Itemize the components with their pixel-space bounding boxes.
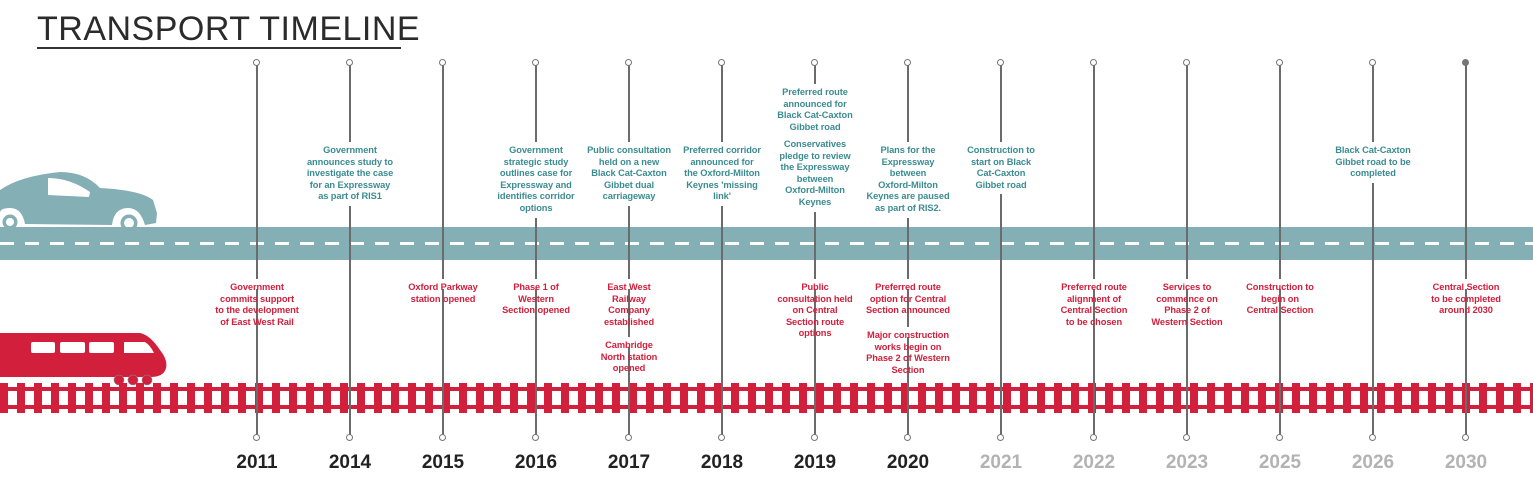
road-milestone-2026: Black Cat-Caxton Gibbet road to be compl… — [1325, 142, 1421, 183]
timeline-line-2011 — [256, 62, 258, 438]
timeline-line-2023 — [1186, 62, 1188, 438]
timeline-dot-bottom — [1369, 434, 1377, 441]
road-milestone-2019: Preferred route announced for Black Cat-… — [767, 84, 863, 137]
rail-milestone-2017: East West Railway Company established — [581, 279, 677, 327]
year-label-2019: 2019 — [793, 452, 837, 473]
timeline-dot-top — [1090, 59, 1098, 66]
railway-track — [0, 383, 1533, 413]
timeline-dot-top — [1276, 59, 1284, 66]
timeline-dot-bottom — [625, 434, 633, 441]
timeline-dot-bottom — [1462, 434, 1470, 441]
rail-milestone-2020: Preferred route option for Central Secti… — [860, 279, 956, 315]
title-underline — [37, 47, 401, 49]
rail-milestone-2011: Government commits support to the develo… — [209, 279, 305, 327]
year-label-2025: 2025 — [1258, 452, 1302, 473]
timeline-dot-top — [718, 59, 726, 66]
year-label-2018: 2018 — [700, 452, 744, 473]
timeline-line-2017 — [628, 62, 630, 438]
rail-milestone-2016: Phase 1 of Western Section opened — [488, 279, 584, 315]
timeline-dot-top — [439, 59, 447, 66]
timeline-line-2014 — [349, 62, 351, 438]
timeline-dot-top — [1462, 59, 1470, 66]
rail-milestone-2023: Services to commence on Phase 2 of Weste… — [1139, 279, 1235, 327]
timeline-dot-top — [1183, 59, 1191, 66]
year-label-2014: 2014 — [328, 452, 372, 473]
timeline-dot-bottom — [811, 434, 819, 441]
year-label-2026: 2026 — [1351, 452, 1395, 473]
timeline-line-2015 — [442, 62, 444, 438]
rail-milestone-2017: Cambridge North station opened — [581, 337, 677, 373]
rail-milestone-2015: Oxford Parkway station opened — [395, 279, 491, 304]
page-title: TRANSPORT TIMELINE — [37, 10, 421, 48]
timeline-dot-bottom — [904, 434, 912, 441]
timeline-line-2020 — [907, 62, 909, 438]
timeline-line-2022 — [1093, 62, 1095, 438]
car-icon — [0, 172, 157, 230]
year-label-2023: 2023 — [1165, 452, 1209, 473]
road-milestone-2020: Plans for the Expressway between Oxford-… — [860, 142, 956, 218]
timeline-dot-bottom — [1183, 434, 1191, 441]
timeline-line-2025 — [1279, 62, 1281, 438]
timeline-line-2026 — [1372, 62, 1374, 438]
timeline-dot-top — [253, 59, 261, 66]
year-label-2022: 2022 — [1072, 452, 1116, 473]
year-label-2016: 2016 — [514, 452, 558, 473]
road — [0, 227, 1533, 260]
timeline-dot-top — [904, 59, 912, 66]
timeline-dot-top — [346, 59, 354, 66]
timeline-dot-bottom — [718, 434, 726, 441]
timeline-line-2019 — [814, 62, 816, 438]
timeline-line-2021 — [1000, 62, 1002, 438]
train-icon — [0, 333, 167, 386]
timeline-dot-bottom — [439, 434, 447, 441]
rail-milestone-2025: Construction to begin on Central Section — [1232, 279, 1328, 315]
rail-milestone-2030: Central Section to be completed around 2… — [1418, 279, 1514, 315]
timeline-dot-top — [625, 59, 633, 66]
rail-top — [0, 387, 1533, 391]
rail-milestone-2020: Major construction works begin on Phase … — [860, 327, 956, 375]
road-milestone-2021: Construction to start on Black Cat-Caxto… — [953, 142, 1049, 195]
road-milestone-2017: Public consultation held on a new Black … — [581, 142, 677, 206]
timeline-dot-bottom — [253, 434, 261, 441]
timeline-line-2030 — [1465, 62, 1467, 438]
rail-bottom — [0, 405, 1533, 409]
year-label-2030: 2030 — [1444, 452, 1488, 473]
timeline-dot-bottom — [532, 434, 540, 441]
timeline-line-2016 — [535, 62, 537, 438]
timeline-dot-top — [1369, 59, 1377, 66]
road-milestone-2016: Government strategic study outlines case… — [488, 142, 584, 218]
timeline-dot-bottom — [346, 434, 354, 441]
road-milestone-2018: Preferred corridor announced for the Oxf… — [674, 142, 770, 206]
road-milestone-2014: Government announces study to investigat… — [302, 142, 398, 206]
year-label-2020: 2020 — [886, 452, 930, 473]
timeline-line-2018 — [721, 62, 723, 438]
road-lane-markings — [0, 242, 1533, 245]
timeline-dot-top — [532, 59, 540, 66]
road-milestone-2019: Conservatives pledge to review the Expre… — [767, 136, 863, 212]
timeline-dot-top — [997, 59, 1005, 66]
rail-milestone-2022: Preferred route alignment of Central Sec… — [1046, 279, 1142, 327]
timeline-dot-bottom — [1090, 434, 1098, 441]
timeline-dot-bottom — [1276, 434, 1284, 441]
year-label-2017: 2017 — [607, 452, 651, 473]
timeline-dot-bottom — [997, 434, 1005, 441]
year-label-2015: 2015 — [421, 452, 465, 473]
rail-milestone-2019: Public consultation held on Central Sect… — [767, 279, 863, 338]
year-label-2021: 2021 — [979, 452, 1023, 473]
timeline-dot-top — [811, 59, 819, 66]
year-label-2011: 2011 — [236, 452, 278, 473]
